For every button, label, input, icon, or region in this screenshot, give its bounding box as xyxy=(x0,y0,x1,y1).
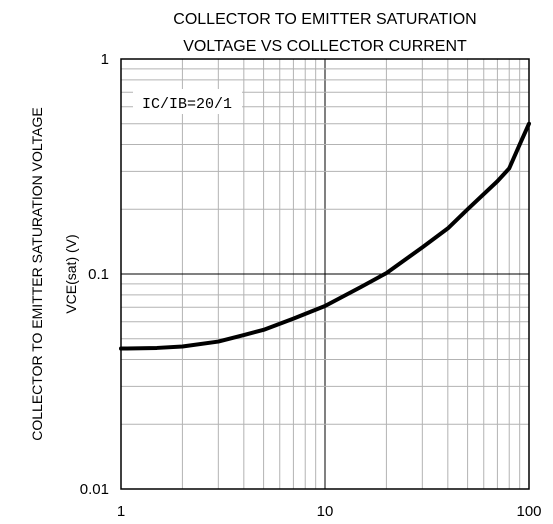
y-axis-label-line-1: COLLECTOR TO EMITTER SATURATION VOLTAGE xyxy=(29,107,45,440)
y-tick-label: 0.01 xyxy=(80,481,109,498)
annotation-background xyxy=(133,89,242,114)
series-group xyxy=(119,121,531,351)
chart-title-line-1: COLLECTOR TO EMITTER SATURATION xyxy=(173,11,476,28)
y-tick-label: 1 xyxy=(101,51,109,68)
x-tick-labels: 1 10 100 xyxy=(117,503,542,520)
x-tick-label: 10 xyxy=(317,503,334,520)
annotation-ratio: IC/IB=20/1 xyxy=(142,96,232,113)
series-line xyxy=(119,121,531,351)
chart-title-line-2: VOLTAGE VS COLLECTOR CURRENT xyxy=(183,38,467,55)
x-tick-label: 1 xyxy=(117,503,125,520)
x-tick-label: 100 xyxy=(516,503,541,520)
y-axis-label-line-2: VCE(sat) (V) xyxy=(63,234,79,313)
y-tick-label: 0.1 xyxy=(88,266,109,283)
plot-frame xyxy=(120,58,530,490)
grid-lines xyxy=(120,58,530,490)
y-tick-labels: 0.01 0.1 1 xyxy=(80,51,109,498)
